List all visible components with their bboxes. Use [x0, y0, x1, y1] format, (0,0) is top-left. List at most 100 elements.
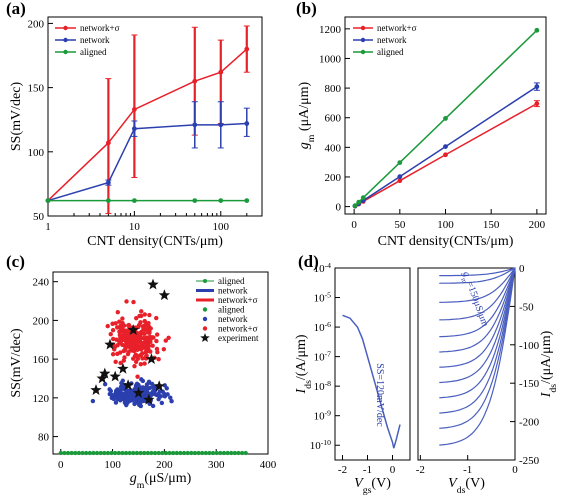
scatter-point — [105, 323, 110, 329]
series-line-0 — [47, 48, 248, 202]
x-tick-label: -2 — [338, 464, 347, 476]
scatter-point — [115, 310, 121, 315]
y-tick-label: 0 — [336, 202, 342, 214]
scatter-point — [138, 362, 144, 367]
aligned-point — [120, 450, 125, 456]
aligned-point — [174, 450, 179, 456]
scatter-point — [150, 343, 155, 348]
legend-label: network+σ — [80, 23, 120, 33]
plot-frame-right — [417, 267, 516, 461]
scatter-point — [119, 380, 124, 386]
data-point — [443, 152, 448, 158]
scatter-point — [154, 315, 159, 321]
x-tick-label: 10 — [129, 221, 141, 233]
scatter-point — [114, 325, 120, 330]
scatter-point — [130, 389, 135, 394]
data-point — [131, 198, 137, 203]
scatter-point — [132, 401, 137, 407]
scatter-point — [110, 352, 116, 357]
scatter-point — [133, 352, 138, 358]
y-tick-label: 100 — [28, 147, 45, 159]
scatter-point — [144, 343, 149, 348]
scatter-point — [144, 353, 149, 359]
scatter-point — [139, 377, 144, 382]
aligned-point — [203, 450, 208, 456]
data-point — [397, 160, 403, 166]
x-axis-label-left: Vgs(V) — [354, 476, 391, 496]
x-tick-label: -2 — [416, 464, 425, 476]
scatter-point — [140, 324, 146, 329]
aligned-point — [192, 450, 198, 456]
scatter-point — [163, 338, 168, 343]
scatter-point — [122, 392, 127, 397]
experiment-star — [147, 278, 159, 290]
scatter-point — [142, 312, 148, 317]
scatter-point — [135, 374, 140, 379]
legend-marker — [202, 326, 208, 331]
scatter-point — [139, 309, 144, 314]
scatter-point — [121, 348, 126, 354]
y-axis-label: SS(mV/dec) — [9, 328, 24, 398]
output-curve — [439, 267, 516, 399]
legend-label: aligned — [218, 305, 245, 315]
experiment-star — [96, 372, 108, 384]
experiment-star — [145, 353, 158, 364]
experiment-star — [127, 324, 139, 335]
scatter-point — [118, 335, 123, 340]
aligned-point — [189, 450, 194, 456]
data-point — [131, 107, 137, 112]
scatter-point — [124, 331, 130, 336]
experiment-star — [117, 362, 129, 374]
scatter-point — [156, 391, 161, 397]
x-axis-label: CNT density(CNTs/μm) — [87, 234, 223, 249]
x-axis-label-right: Vds(V) — [448, 476, 485, 496]
panel-d: (d) -2 -1 0 10-10 10-9 10-8 10-7 10-6 10-5 10-4 SS=… — [294, 252, 559, 496]
data-point — [218, 198, 224, 203]
data-point — [352, 203, 358, 209]
x-tick-label: -1 — [363, 464, 372, 476]
data-point — [356, 199, 362, 205]
scatter-point — [162, 391, 167, 397]
panel-c: 0 100 200 300 400 80 120 160 200 240 (c) gm(μS/μm) S… — [6, 252, 277, 491]
y-tick-label: 10-5 — [314, 290, 332, 305]
legend-marker — [202, 316, 208, 322]
aligned-point — [229, 450, 234, 456]
data-point — [443, 116, 448, 121]
output-curve — [439, 267, 516, 429]
legend-label: aligned — [218, 276, 245, 286]
scatter-point — [147, 312, 152, 318]
scatter-point — [150, 403, 156, 409]
scatter-point — [134, 315, 139, 321]
scatter-point — [133, 359, 139, 365]
panel-label: (d) — [298, 252, 319, 271]
scatter-point — [132, 364, 137, 369]
aligned-point — [58, 450, 63, 456]
legend-label: network+σ — [377, 23, 417, 33]
scatter-point — [166, 335, 171, 340]
aligned-point — [94, 450, 100, 456]
scatter-point — [117, 350, 123, 355]
scatter-point — [126, 393, 132, 399]
scatter-point — [154, 338, 159, 344]
scatter-point — [151, 389, 157, 394]
scatter-point — [118, 329, 123, 335]
scatter-point — [146, 328, 152, 334]
scatter-point — [155, 350, 160, 355]
scatter-point — [124, 344, 129, 349]
y-axis-label: gm (μA/μm) — [297, 81, 317, 149]
scatter-point — [143, 349, 149, 355]
output-curve — [439, 267, 516, 353]
scatter-point — [110, 336, 116, 342]
experiment-star — [122, 379, 134, 391]
aligned-point — [76, 450, 82, 456]
legend-marker — [203, 279, 207, 283]
scatter-point — [134, 336, 139, 341]
experiment-star — [104, 338, 116, 350]
legend-label: aligned — [80, 47, 107, 57]
data-point — [534, 101, 540, 107]
output-curve — [439, 267, 516, 368]
legend-marker — [63, 49, 68, 55]
scatter-point — [110, 321, 115, 326]
aligned-point — [116, 450, 121, 456]
